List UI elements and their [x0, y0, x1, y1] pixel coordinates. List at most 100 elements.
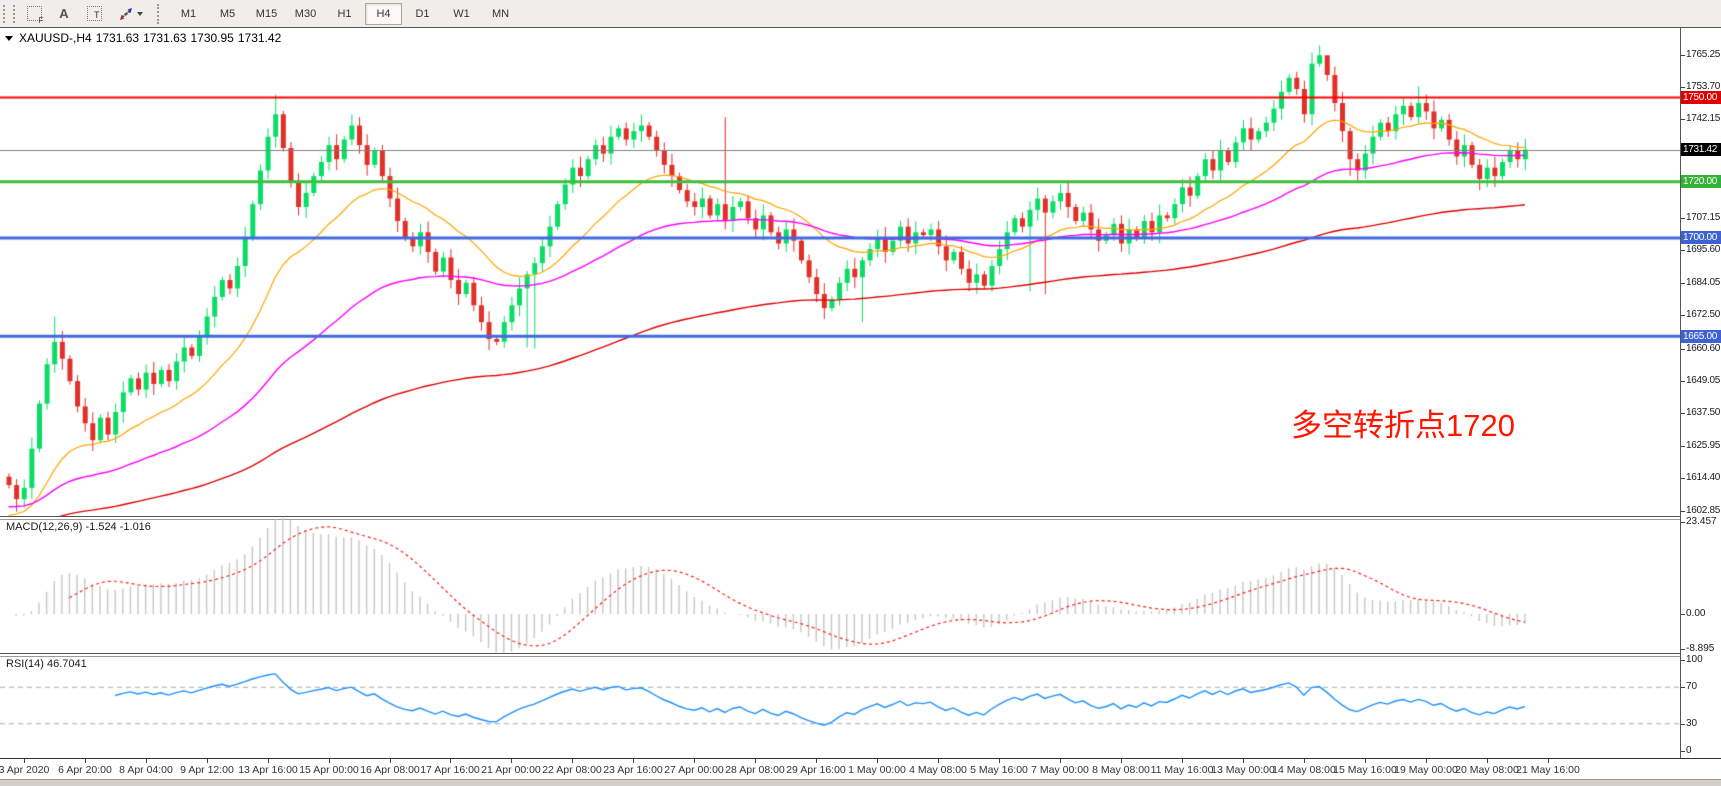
macd-tick-mark — [1681, 649, 1685, 650]
price-tick-mark — [1681, 315, 1685, 316]
main-chart-canvas[interactable] — [0, 30, 1680, 516]
date-tick-mark — [938, 759, 939, 763]
toolbar-separator — [157, 3, 163, 24]
date-tick-label: 15 Apr 00:00 — [299, 764, 359, 776]
price-tick-label: 1637.50 — [1686, 407, 1721, 418]
timeframe-button-m15[interactable]: M15 — [255, 7, 278, 20]
price-level-badge: 1665.00 — [1681, 330, 1721, 343]
date-tick-mark — [1060, 759, 1061, 763]
date-tick-label: 8 May 08:00 — [1092, 764, 1150, 776]
rsi-tick-mark — [1681, 660, 1685, 661]
cursor-arrows-icon[interactable] — [110, 2, 150, 25]
date-tick-mark — [1365, 759, 1366, 763]
date-tick-label: 5 May 16:00 — [970, 764, 1028, 776]
price-level-badge: 1720.00 — [1681, 175, 1721, 188]
price-tick-mark — [1681, 55, 1685, 56]
macd-pane-canvas[interactable] — [0, 518, 1680, 653]
date-tick-label: 21 May 16:00 — [1516, 764, 1580, 776]
date-tick-label: 4 May 08:00 — [909, 764, 967, 776]
date-tick-mark — [1426, 759, 1427, 763]
date-tick-label: 15 May 16:00 — [1333, 764, 1397, 776]
price-tick-mark — [1681, 349, 1685, 350]
price-axis-divider — [1680, 28, 1681, 758]
price-tick-label: 1684.05 — [1686, 277, 1721, 288]
rsi-tick-label: 70 — [1686, 681, 1698, 692]
chart-header: XAUUSD-,H4 1731.63 1731.63 1730.95 1731.… — [5, 31, 281, 45]
price-tick-label: 1707.15 — [1686, 212, 1721, 223]
rsi-tick-mark — [1681, 687, 1685, 688]
macd-indicator-label: MACD(12,26,9) -1.524 -1.016 — [6, 521, 151, 533]
rsi-tick-mark — [1681, 724, 1685, 725]
macd-tick-mark — [1681, 614, 1685, 615]
timeframe-button-w1[interactable]: W1 — [453, 7, 470, 20]
date-tick-mark — [268, 759, 269, 763]
date-tick-label: 23 Apr 16:00 — [603, 764, 663, 776]
price-tick-label: 1660.60 — [1686, 343, 1721, 354]
date-tick-mark — [450, 759, 451, 763]
text-label-icon[interactable]: T — [80, 2, 108, 25]
timeframe-button-h4[interactable]: H4 — [365, 2, 402, 25]
macd-tick-label: 0.00 — [1686, 608, 1706, 619]
date-tick-label: 3 Apr 2020 — [0, 764, 50, 776]
date-tick-mark — [207, 759, 208, 763]
font-a-icon[interactable]: A — [59, 6, 69, 21]
rsi-tick-label: 0 — [1686, 745, 1692, 756]
arrows-glyph — [119, 7, 132, 20]
date-tick-label: 16 Apr 08:00 — [360, 764, 420, 776]
symbol-label: XAUUSD-,H4 — [19, 31, 92, 45]
price-tick-mark — [1681, 381, 1685, 382]
price-tick-mark — [1681, 446, 1685, 447]
timeframe-button-d1[interactable]: D1 — [415, 7, 430, 20]
chart-annotation-text[interactable]: 多空转折点1720 — [1291, 408, 1515, 443]
rsi-tick-label: 100 — [1686, 654, 1703, 665]
date-tick-mark — [694, 759, 695, 763]
price-tick-mark — [1681, 413, 1685, 414]
window-bottom-edge — [0, 779, 1721, 786]
indicator-f-icon[interactable]: F — [20, 2, 48, 25]
date-tick-label: 9 Apr 12:00 — [180, 764, 234, 776]
date-tick-mark — [24, 759, 25, 763]
rsi-pane-canvas[interactable] — [0, 655, 1680, 758]
price-tick-mark — [1681, 511, 1685, 512]
date-tick-mark — [1548, 759, 1549, 763]
date-tick-mark — [329, 759, 330, 763]
rsi-indicator-label: RSI(14) 46.7041 — [6, 658, 87, 670]
price-tick-label: 1614.40 — [1686, 472, 1721, 483]
date-tick-label: 19 May 00:00 — [1394, 764, 1458, 776]
price-tick-label: 1742.15 — [1686, 113, 1721, 124]
macd-tick-label: 23.457 — [1686, 516, 1717, 527]
rsi-tick-mark — [1681, 751, 1685, 752]
timeframe-button-mn[interactable]: MN — [491, 7, 510, 20]
timeframe-button-m5[interactable]: M5 — [219, 7, 236, 20]
date-tick-mark — [511, 759, 512, 763]
price-tick-mark — [1681, 250, 1685, 251]
bar-low-value: 1730.95 — [190, 31, 234, 45]
timeframe-button-h1[interactable]: H1 — [337, 7, 352, 20]
date-tick-mark — [146, 759, 147, 763]
date-axis[interactable]: 3 Apr 2020 6 Apr 20:00 8 Apr 04:00 9 Apr 12… — [0, 758, 1721, 781]
date-tick-label: 29 Apr 16:00 — [786, 764, 846, 776]
timeframe-button-m30[interactable]: M30 — [294, 7, 317, 20]
date-tick-label: 28 Apr 08:00 — [725, 764, 785, 776]
price-level-badge: 1731.42 — [1681, 143, 1721, 156]
date-tick-mark — [572, 759, 573, 763]
price-tick-mark — [1681, 119, 1685, 120]
date-tick-label: 8 Apr 04:00 — [119, 764, 173, 776]
price-tick-label: 1753.70 — [1686, 81, 1721, 92]
date-tick-mark — [755, 759, 756, 763]
price-tick-label: 1672.50 — [1686, 309, 1721, 320]
price-tick-mark — [1681, 87, 1685, 88]
date-tick-label: 22 Apr 08:00 — [542, 764, 602, 776]
price-axis[interactable]: 1765.25 1753.70 1742.15 1707.15 1695.60 1684.… — [1681, 28, 1721, 758]
timeframe-button-m1[interactable]: M1 — [180, 7, 197, 20]
price-tick-label: 1765.25 — [1686, 49, 1721, 60]
date-tick-label: 7 May 00:00 — [1031, 764, 1089, 776]
date-tick-label: 17 Apr 16:00 — [420, 764, 480, 776]
price-tick-label: 1625.95 — [1686, 440, 1721, 451]
toolbar-grip[interactable] — [3, 4, 15, 23]
date-tick-label: 21 Apr 00:00 — [481, 764, 541, 776]
date-tick-label: 6 Apr 20:00 — [58, 764, 112, 776]
price-tick-label: 1695.60 — [1686, 244, 1721, 255]
date-tick-label: 27 Apr 00:00 — [664, 764, 724, 776]
symbol-dropdown-icon[interactable] — [5, 35, 13, 41]
